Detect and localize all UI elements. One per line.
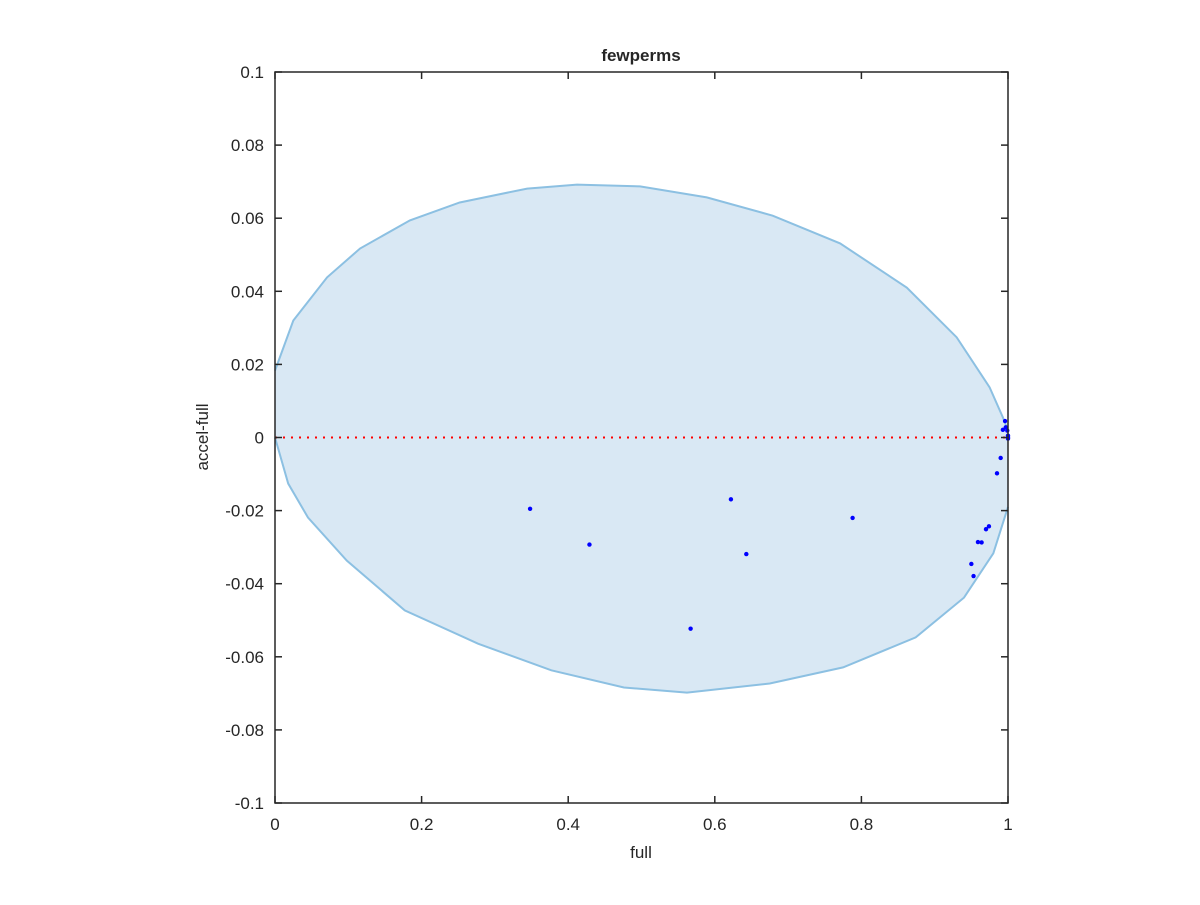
confidence-region: [275, 184, 1008, 693]
axes-layer: 0 0.2 0.4 0.6 0.8 1 0.1 0.08 0.06 0.04 0.02 0 -0.02 -…: [225, 63, 1012, 834]
y-tick-label: -0.04: [225, 575, 264, 594]
data-point: [983, 527, 989, 532]
y-tick-label: -0.1: [235, 794, 264, 813]
y-tick-label: 0.08: [231, 136, 264, 155]
y-tick-label: -0.02: [225, 502, 264, 521]
x-tick-label: 1: [1003, 815, 1012, 834]
data-point: [986, 524, 992, 529]
data-point: [998, 455, 1003, 461]
x-tick-label: 0.8: [850, 815, 874, 834]
data-point: [969, 561, 974, 567]
data-point: [975, 539, 981, 545]
y-tick-label: 0: [255, 429, 264, 448]
x-tick-label: 0: [270, 815, 279, 834]
region-upper-edge: [274, 183, 1009, 431]
x-tick-label: 0.2: [410, 815, 434, 834]
y-axis-label: accel-full: [193, 403, 212, 470]
data-point: [994, 471, 1000, 476]
data-point: [1000, 427, 1006, 433]
data-point: [979, 540, 984, 545]
y-tick-label: -0.08: [225, 721, 264, 740]
chart-title: fewperms: [601, 46, 680, 65]
x-tick-label: 0.4: [556, 815, 580, 834]
data-point: [850, 515, 855, 521]
region-lower-edge: [274, 437, 1009, 694]
x-tick-label: 0.6: [703, 815, 727, 834]
x-axis-label: full: [630, 843, 652, 862]
y-tick-label: 0.04: [231, 282, 264, 301]
data-point: [1002, 418, 1008, 424]
y-tick-label: 0.06: [231, 209, 264, 228]
y-tick-label: 0.02: [231, 355, 264, 374]
data-point: [728, 497, 734, 502]
y-tick-label: -0.06: [225, 648, 264, 667]
shaded-region-layer: [274, 183, 1009, 694]
data-point: [527, 506, 533, 511]
data-point: [971, 573, 976, 579]
y-tick-label: 0.1: [240, 63, 264, 82]
data-point: [1003, 425, 1009, 430]
data-point: [744, 551, 749, 557]
data-point: [688, 626, 693, 631]
points-layer: [527, 418, 1011, 631]
data-point: [587, 542, 592, 547]
